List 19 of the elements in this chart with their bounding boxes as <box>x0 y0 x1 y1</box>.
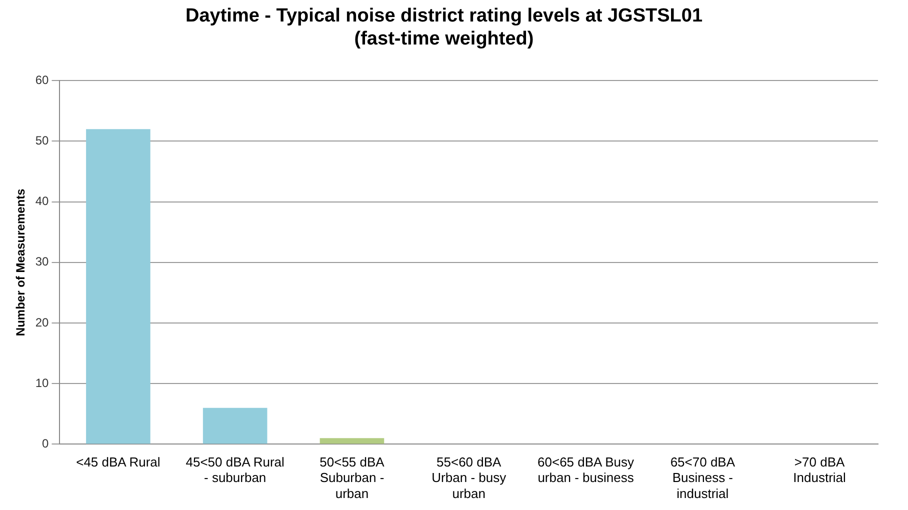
y-tick-label: 30 <box>35 254 50 269</box>
x-tick-label: 50<55 dBA Suburban - urban <box>320 454 385 501</box>
y-tick-label: 10 <box>35 376 50 390</box>
y-tick-label: 60 <box>35 72 50 87</box>
x-tick-label: 55<60 dBA Urban - busy urban <box>432 454 507 501</box>
x-tick-label: >70 dBA Industrial <box>793 454 846 486</box>
bar <box>86 129 150 444</box>
x-tick-label: 45<50 dBA Rural - suburban <box>186 454 285 486</box>
bar <box>202 408 268 444</box>
x-tick-label: 65<70 dBA Business - industrial <box>670 454 736 501</box>
bar <box>320 438 384 444</box>
y-tick-label: 50 <box>35 134 50 148</box>
y-tick-label: 20 <box>35 315 50 330</box>
x-tick-label: 60<65 dBA Busy urban - business <box>538 454 635 486</box>
chart-title: Daytime - Typical noise district rating levels at JGSTSL01 (fast-time weighted) <box>185 6 703 50</box>
y-tick-label: 40 <box>35 194 50 208</box>
x-tick-label: <45 dBA Rural <box>76 454 160 470</box>
y-tick-label: 0 <box>42 436 50 451</box>
y-axis-title: Number of Measurements <box>14 188 28 336</box>
